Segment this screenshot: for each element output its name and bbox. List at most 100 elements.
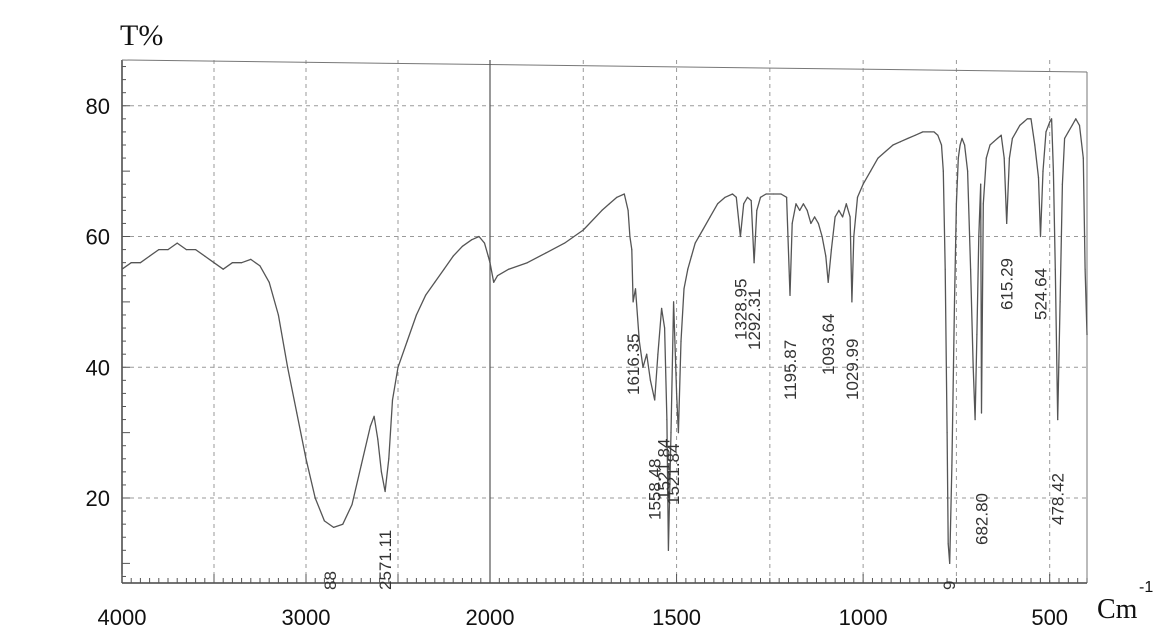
spectrum-point bbox=[743, 203, 745, 205]
spectrum-point bbox=[759, 196, 762, 198]
spectrum-point bbox=[478, 235, 480, 238]
spectrum-point bbox=[305, 458, 307, 460]
spectrum-point bbox=[443, 268, 445, 270]
spectrum-point bbox=[937, 134, 939, 136]
spectrum-point bbox=[425, 294, 427, 296]
peak-label: 1616.35 bbox=[624, 334, 643, 395]
spectrum-point bbox=[922, 131, 924, 133]
spectrum-point bbox=[980, 412, 983, 414]
spectrum-point bbox=[980, 183, 982, 185]
spectrum-point bbox=[675, 392, 678, 395]
spectrum-point bbox=[608, 203, 611, 205]
spectrum-point bbox=[631, 248, 633, 251]
spectrum-point bbox=[384, 490, 386, 493]
spectrum-point bbox=[185, 248, 187, 251]
spectrum-point bbox=[834, 216, 836, 218]
spectrum-point bbox=[360, 464, 362, 466]
spectrum-point bbox=[461, 245, 463, 247]
spectrum-point bbox=[969, 268, 972, 270]
x-tick-label: 4000 bbox=[98, 605, 147, 630]
spectrum-point bbox=[825, 255, 827, 257]
spectrum-point bbox=[961, 137, 963, 140]
spectrum-point bbox=[1086, 333, 1088, 336]
spectrum-point bbox=[993, 141, 995, 143]
spectrum-point bbox=[802, 203, 805, 205]
spectrum-point bbox=[690, 255, 693, 257]
series-group bbox=[121, 118, 1088, 565]
spectrum-point bbox=[250, 258, 252, 260]
spectrum-point bbox=[1049, 121, 1051, 123]
spectrum-point bbox=[1059, 301, 1061, 303]
spectrum-point bbox=[1039, 235, 1042, 238]
spectrum-point bbox=[806, 209, 808, 211]
spectrum-point bbox=[914, 134, 916, 136]
spectrum-point bbox=[287, 366, 289, 368]
spectrum-point bbox=[471, 239, 473, 241]
spectrum-point bbox=[1078, 124, 1081, 126]
y-axis-ticks: 20 40 60 80 bbox=[86, 66, 130, 577]
spectrum-point bbox=[677, 432, 680, 434]
spectrum-point bbox=[672, 301, 675, 303]
peak-label: 1558.48 bbox=[646, 459, 665, 520]
spectrum-point bbox=[976, 333, 978, 336]
plot-frame bbox=[121, 59, 1088, 584]
spectrum-point bbox=[1042, 170, 1044, 172]
spectrum-point bbox=[391, 399, 394, 401]
grid-lines bbox=[122, 60, 1087, 583]
peak-label: 1029.99 bbox=[843, 339, 862, 400]
spectrum-point bbox=[629, 235, 631, 238]
spectrum-point bbox=[978, 235, 980, 238]
peak-label: 1093.64 bbox=[819, 314, 838, 375]
spectrum-point bbox=[884, 150, 887, 153]
x-axis-label: Cm bbox=[1097, 594, 1138, 625]
spectrum-point bbox=[746, 196, 749, 198]
spectrum-point bbox=[582, 229, 584, 231]
spectrum-point bbox=[487, 255, 489, 257]
spectrum-point bbox=[821, 235, 823, 238]
spectrum-point bbox=[717, 203, 719, 205]
spectrum-point bbox=[1067, 131, 1069, 133]
spectrum-point bbox=[702, 229, 704, 231]
peak-label: 1521.84 bbox=[655, 439, 674, 500]
peak-label: 1195.87 bbox=[781, 340, 800, 400]
spectrum-point bbox=[1003, 157, 1005, 159]
x-axis-ticks: 4000 3000 2000 1500 1000 500 bbox=[98, 574, 1088, 630]
spectrum-point bbox=[397, 366, 399, 368]
spectrum-point bbox=[642, 366, 644, 368]
spectrum-point bbox=[959, 144, 961, 146]
spectrum-point bbox=[735, 196, 737, 198]
spectrum-point bbox=[799, 209, 801, 211]
spectrum-point bbox=[814, 216, 816, 218]
spectrum-point bbox=[564, 242, 566, 244]
spectrum-point bbox=[946, 432, 948, 434]
peak-label: 1328.95 bbox=[731, 279, 750, 340]
spectrum-point bbox=[1019, 124, 1021, 126]
spectrum-point bbox=[149, 255, 151, 257]
spectrum-point bbox=[508, 268, 510, 270]
spectrum-point bbox=[654, 399, 656, 401]
spectrum-point bbox=[1050, 118, 1053, 120]
spectrum-point bbox=[1026, 118, 1028, 120]
spectrum-point bbox=[967, 170, 969, 172]
spectrum-point bbox=[616, 196, 618, 198]
spectrum-point bbox=[666, 418, 668, 421]
peak-label: 478.42 bbox=[1049, 473, 1068, 525]
spectrum-point bbox=[377, 438, 379, 440]
spectrum-point bbox=[434, 281, 436, 283]
spectrum-point bbox=[856, 196, 859, 198]
spectrum-point bbox=[1006, 222, 1008, 225]
spectrum-point bbox=[1071, 124, 1073, 126]
spectrum-point bbox=[1064, 137, 1066, 140]
y-tick-label: 40 bbox=[86, 355, 110, 380]
spectrum-point bbox=[851, 301, 853, 303]
spectrum-point bbox=[646, 353, 648, 355]
spectrum-point bbox=[869, 170, 872, 172]
spectrum-point bbox=[951, 464, 953, 466]
spectrum-point bbox=[765, 193, 767, 195]
spectrum-point bbox=[853, 235, 855, 238]
spectrum-point bbox=[130, 262, 132, 264]
spectrum-point bbox=[415, 314, 417, 316]
peak-label: 682.80 bbox=[973, 493, 992, 545]
